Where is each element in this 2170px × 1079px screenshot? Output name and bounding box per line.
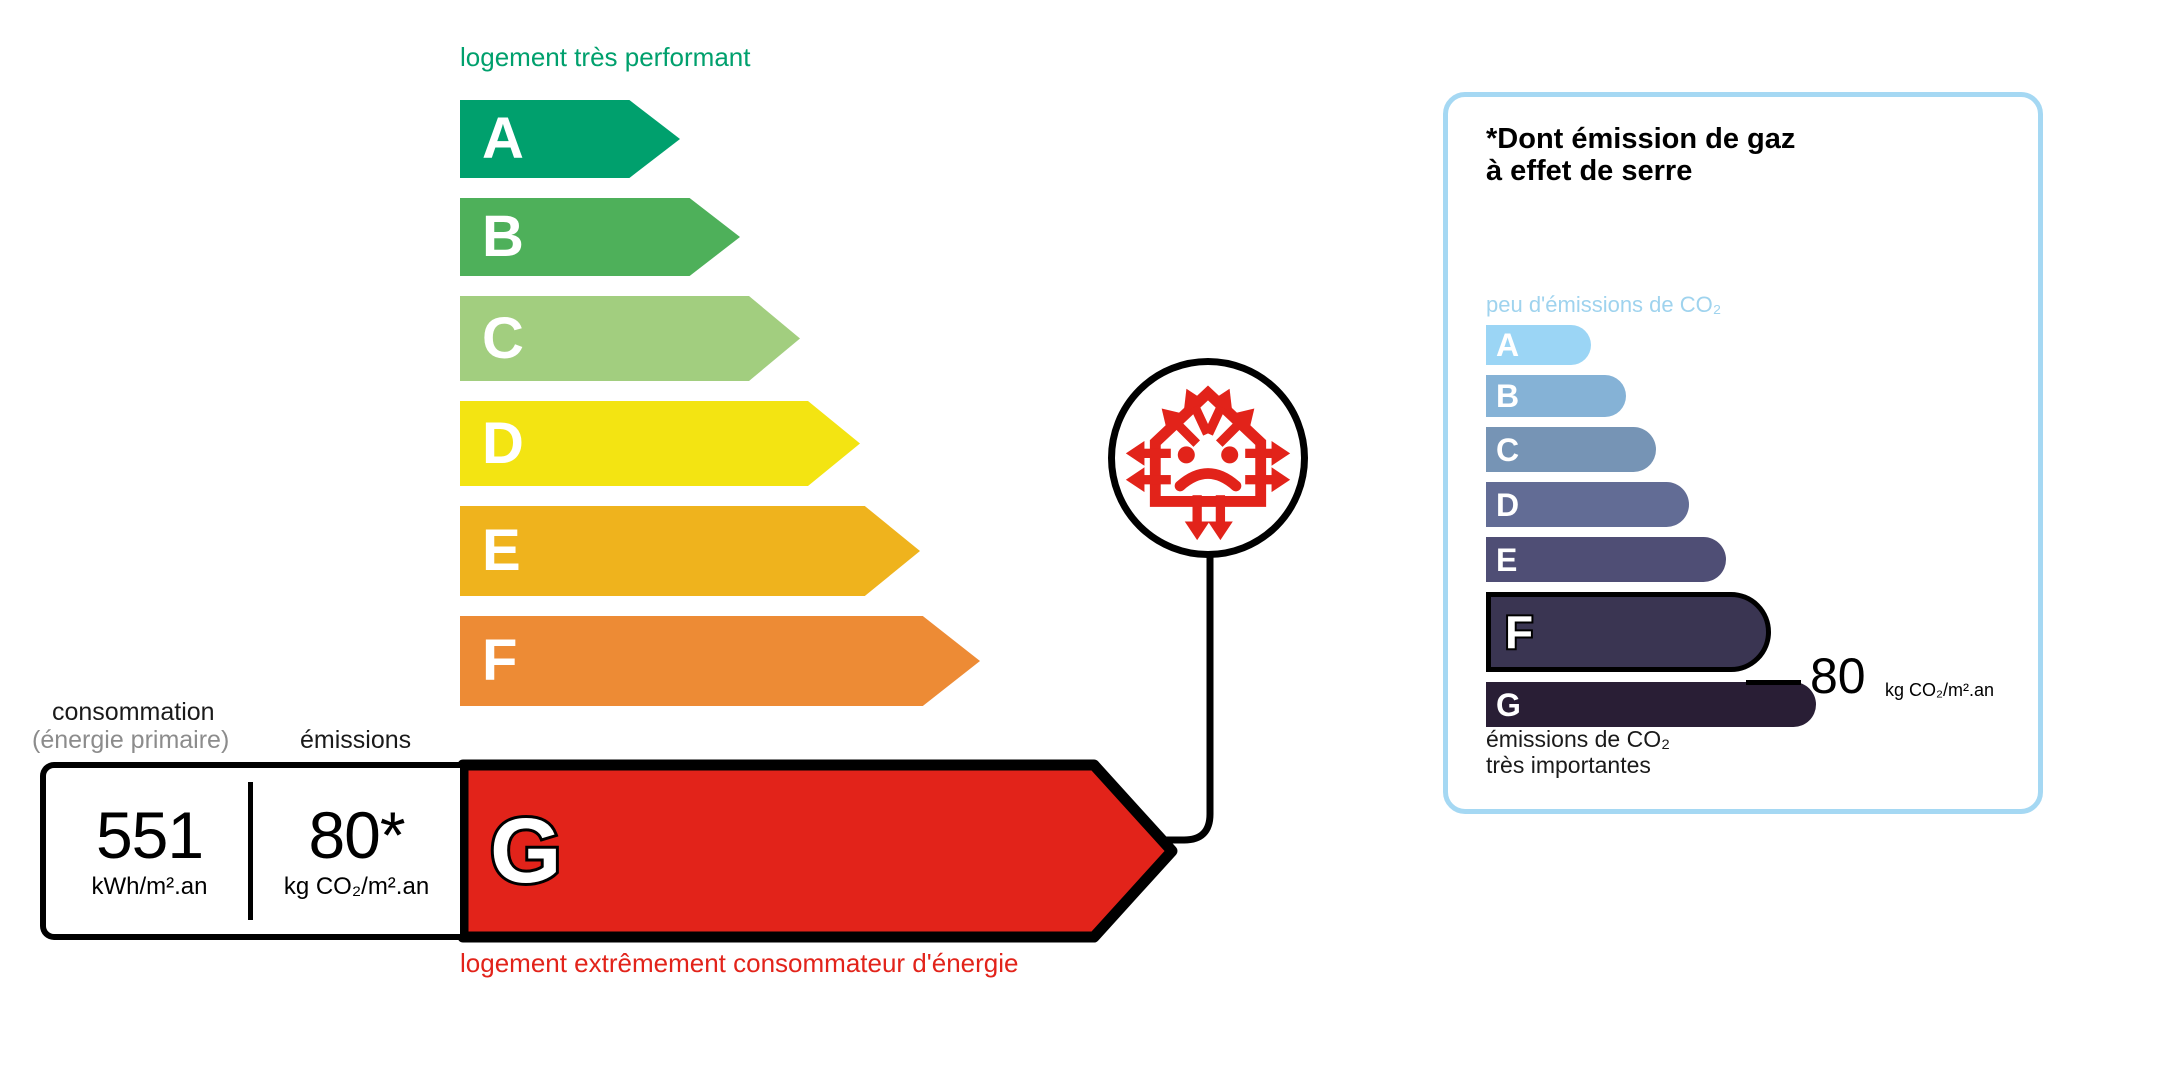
consumption-label: consommation — [52, 698, 215, 726]
energy-top-caption: logement très performant — [460, 42, 751, 72]
energy-bar-f: F — [460, 616, 980, 706]
co2-emissions-panel: *Dont émission de gaz à effet de serre p… — [1443, 92, 2043, 814]
co2-bar-g: G — [1486, 682, 1816, 727]
co2-bar-letter-g: G — [1496, 686, 1521, 723]
co2-value-unit: kg CO₂/m².an — [1885, 680, 1995, 700]
energy-bar-letter-a: A — [482, 106, 524, 171]
energy-bar-a: A — [460, 100, 680, 178]
energy-bar-row-c: C — [460, 296, 800, 381]
co2-bar-row-e: E — [1486, 537, 1726, 582]
energy-bar-g-shape — [457, 759, 1178, 943]
co2-bar-letter-f: F — [1503, 606, 1535, 658]
co2-bar-letter-d: D — [1496, 486, 1520, 523]
emissions-value-cell: 80* kg CO₂/m².an — [253, 768, 460, 934]
co2-bar-row-g: G — [1486, 682, 1816, 727]
consumption-unit: kWh/m².an — [91, 872, 208, 900]
energy-bar-letter-e: E — [482, 518, 521, 583]
co2-bottom-caption: émissions de CO₂ très importantes — [1486, 726, 1671, 778]
energy-bar-b: B — [460, 198, 740, 276]
energy-bar-letter-b: B — [482, 204, 524, 269]
co2-bar-row-f: F — [1486, 592, 1771, 672]
co2-panel-title: *Dont émission de gaz à effet de serre — [1486, 123, 1796, 188]
co2-bar-row-d: D — [1486, 482, 1689, 527]
emissions-value: 80* — [308, 798, 405, 873]
co2-bar-f: F — [1486, 592, 1771, 672]
energy-bar-e: E — [460, 506, 920, 596]
energy-rating-badge — [1108, 358, 1308, 558]
consumption-sublabel: (énergie primaire) — [32, 726, 230, 754]
sad-house-heat-loss-icon — [1125, 385, 1291, 541]
energy-bar-row-d: D — [460, 401, 860, 486]
co2-top-caption: peu d'émissions de CO₂ — [1486, 292, 1722, 317]
co2-bar-d: D — [1486, 482, 1689, 527]
energy-bar-letter-c: C — [482, 305, 524, 371]
badge-connector-line — [1160, 552, 1214, 844]
energy-bar-letter-d: D — [482, 410, 524, 476]
energy-bar-letter-f: F — [482, 628, 518, 693]
energy-bottom-caption: logement extrêmement consommateur d'éner… — [460, 948, 1019, 978]
co2-bar-letter-c: C — [1496, 431, 1520, 468]
energy-performance-chart: logement très performant A B C D E F — [32, 42, 1308, 978]
co2-bar-letter-a: A — [1496, 327, 1520, 363]
energy-bar-row-e: E — [460, 506, 920, 596]
co2-bar-c: C — [1486, 427, 1656, 472]
co2-bar-b: B — [1486, 375, 1626, 417]
energy-bar-row-f: F — [460, 616, 980, 706]
energy-bar-d: D — [460, 401, 860, 486]
co2-value: 80 — [1810, 648, 1866, 704]
co2-bar-letter-e: E — [1496, 541, 1518, 578]
consumption-value-cell: 551 kWh/m².an — [46, 768, 253, 934]
consumption-value: 551 — [95, 798, 204, 873]
energy-bar-letter-g: G — [487, 800, 565, 902]
emissions-unit: kg CO₂/m².an — [283, 872, 430, 900]
energy-bar-c: C — [460, 296, 800, 381]
energy-bar-row-b: B — [460, 198, 740, 276]
energy-bar-row-g: G — [454, 756, 1182, 946]
co2-bar-letter-b: B — [1496, 378, 1520, 414]
dpe-value-box: 551 kWh/m².an 80* kg CO₂/m².an — [40, 762, 460, 940]
emissions-label: émissions — [300, 726, 412, 754]
co2-bar-row-a: A — [1486, 325, 1591, 365]
co2-bar-row-c: C — [1486, 427, 1656, 472]
co2-value-leader-line — [1746, 680, 1801, 685]
co2-bar-row-b: B — [1486, 375, 1626, 417]
energy-bar-row-a: A — [460, 100, 680, 178]
co2-bar-a: A — [1486, 325, 1591, 365]
co2-bar-e: E — [1486, 537, 1726, 582]
